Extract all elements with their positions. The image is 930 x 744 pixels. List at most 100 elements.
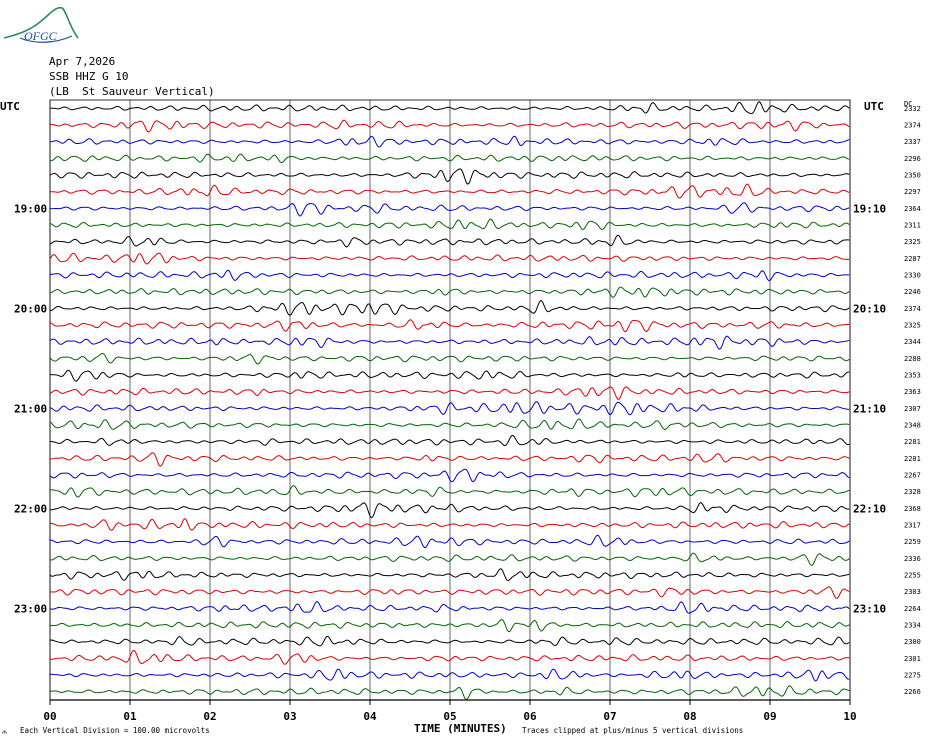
left-time-labels: 19:00 20:00 21:00 22:00 23:00 bbox=[14, 202, 47, 615]
right-hour-label: 22:10 bbox=[853, 502, 886, 515]
dc-value: 2325 bbox=[904, 322, 921, 330]
seismic-trace bbox=[49, 586, 850, 599]
dc-value: 2259 bbox=[904, 538, 921, 546]
seismic-trace bbox=[49, 218, 850, 231]
seismic-trace bbox=[49, 153, 850, 164]
x-tick-label: 09 bbox=[763, 710, 776, 723]
seismic-trace bbox=[49, 635, 850, 647]
logo-swoosh-icon bbox=[19, 35, 73, 43]
dc-value: 2364 bbox=[904, 205, 921, 213]
seismic-trace bbox=[49, 369, 850, 382]
seismic-trace bbox=[49, 183, 850, 199]
x-tick-label: 02 bbox=[203, 710, 216, 723]
seismic-trace bbox=[49, 435, 850, 447]
chart-grid bbox=[49, 99, 851, 705]
header-station: SSB HHZ G 10 bbox=[49, 70, 129, 83]
dc-label: DC bbox=[904, 100, 912, 108]
right-time-labels: 19:10 20:10 21:10 22:10 23:10 bbox=[853, 202, 886, 615]
left-hour-label: 19:00 bbox=[14, 202, 47, 215]
seismic-trace bbox=[49, 568, 850, 582]
seismic-trace bbox=[49, 502, 850, 519]
trace-group bbox=[49, 101, 850, 701]
dc-value: 2307 bbox=[904, 405, 921, 413]
header-location: (LB St Sauveur Vertical) bbox=[49, 85, 215, 98]
dc-value: 2264 bbox=[904, 605, 921, 613]
dc-value: 2255 bbox=[904, 572, 921, 580]
dc-value: 2300 bbox=[904, 638, 921, 646]
dc-value: 2296 bbox=[904, 155, 921, 163]
seismic-trace bbox=[49, 518, 850, 531]
seismic-trace bbox=[49, 252, 850, 265]
dc-value: 2301 bbox=[904, 655, 921, 663]
dc-values: 2332 2374 2337 2296 2350 2297 2364 2311 2325 2287… bbox=[904, 105, 921, 696]
dc-value: 2374 bbox=[904, 305, 921, 313]
seismic-trace bbox=[49, 685, 850, 701]
seismic-trace bbox=[49, 601, 850, 614]
dc-value: 2337 bbox=[904, 138, 921, 146]
dc-value: 2311 bbox=[904, 222, 921, 230]
right-hour-label: 19:10 bbox=[853, 202, 886, 215]
seismic-trace bbox=[49, 418, 850, 430]
x-tick-label: 08 bbox=[683, 710, 696, 723]
dc-value: 2330 bbox=[904, 272, 921, 280]
left-hour-label: 21:00 bbox=[14, 402, 47, 415]
dc-value: 2325 bbox=[904, 238, 921, 246]
seismic-trace bbox=[49, 534, 850, 549]
left-hour-label: 20:00 bbox=[14, 302, 47, 315]
logo-text: OFGC bbox=[24, 29, 58, 43]
x-tick-label: 07 bbox=[603, 710, 616, 723]
dc-value: 2266 bbox=[904, 688, 921, 696]
seismic-trace bbox=[49, 401, 850, 416]
right-hour-label: 21:10 bbox=[853, 402, 886, 415]
x-tick-label: 06 bbox=[523, 710, 537, 723]
header-date: Apr 7,2026 bbox=[49, 55, 116, 68]
dc-value: 2348 bbox=[904, 422, 921, 430]
seismic-trace bbox=[49, 386, 850, 400]
dc-value: 2281 bbox=[904, 455, 921, 463]
footer-right-text: Traces clipped at plus/minus 5 vertical … bbox=[522, 726, 743, 735]
seismic-trace bbox=[49, 299, 850, 316]
seismic-trace bbox=[50, 101, 850, 115]
dc-value: 2350 bbox=[904, 172, 921, 180]
left-hour-label: 23:00 bbox=[14, 602, 47, 615]
left-hour-label: 22:00 bbox=[14, 502, 47, 515]
right-hour-label: 20:10 bbox=[853, 302, 886, 315]
seismic-trace bbox=[49, 135, 850, 148]
seismic-trace bbox=[49, 668, 850, 682]
dc-value: 2363 bbox=[904, 388, 921, 396]
dc-value: 2334 bbox=[904, 622, 921, 630]
dc-value: 2246 bbox=[904, 288, 921, 296]
dc-value: 2281 bbox=[904, 438, 921, 446]
dc-value: 2288 bbox=[904, 355, 921, 363]
dc-value: 2267 bbox=[904, 472, 921, 480]
x-tick-label: 00 bbox=[43, 710, 56, 723]
dc-value: 2297 bbox=[904, 188, 921, 196]
dc-value: 2332 bbox=[904, 105, 921, 113]
x-axis-label: TIME (MINUTES) bbox=[414, 722, 507, 735]
dc-value: 2353 bbox=[904, 372, 921, 380]
corner-mark: ሕ bbox=[2, 729, 7, 736]
dc-value: 2303 bbox=[904, 588, 921, 596]
seismic-trace bbox=[49, 286, 850, 298]
seismic-trace bbox=[49, 552, 850, 566]
seismic-trace bbox=[49, 335, 850, 350]
utc-left-label: UTC bbox=[0, 100, 20, 113]
dc-value: 2317 bbox=[904, 522, 921, 530]
x-tick-label: 01 bbox=[123, 710, 137, 723]
seismic-trace bbox=[49, 649, 850, 665]
seismic-trace bbox=[49, 168, 850, 185]
dc-value: 2287 bbox=[904, 255, 921, 263]
seismic-trace bbox=[49, 352, 850, 365]
x-tick-label: 04 bbox=[363, 710, 377, 723]
x-tick-label: 10 bbox=[843, 710, 856, 723]
x-tick-labels: 00 01 02 03 04 05 06 07 08 09 10 bbox=[43, 710, 856, 723]
seismic-trace bbox=[49, 452, 850, 467]
logo-mountain-icon bbox=[3, 6, 79, 39]
seismic-trace bbox=[49, 202, 850, 217]
dc-value: 2368 bbox=[904, 505, 921, 513]
dc-value: 2374 bbox=[904, 122, 921, 130]
dc-value: 2344 bbox=[904, 338, 921, 346]
seismic-trace bbox=[49, 234, 850, 248]
footer-left-text: Each Vertical Division = 100.00 microvol… bbox=[20, 726, 210, 735]
